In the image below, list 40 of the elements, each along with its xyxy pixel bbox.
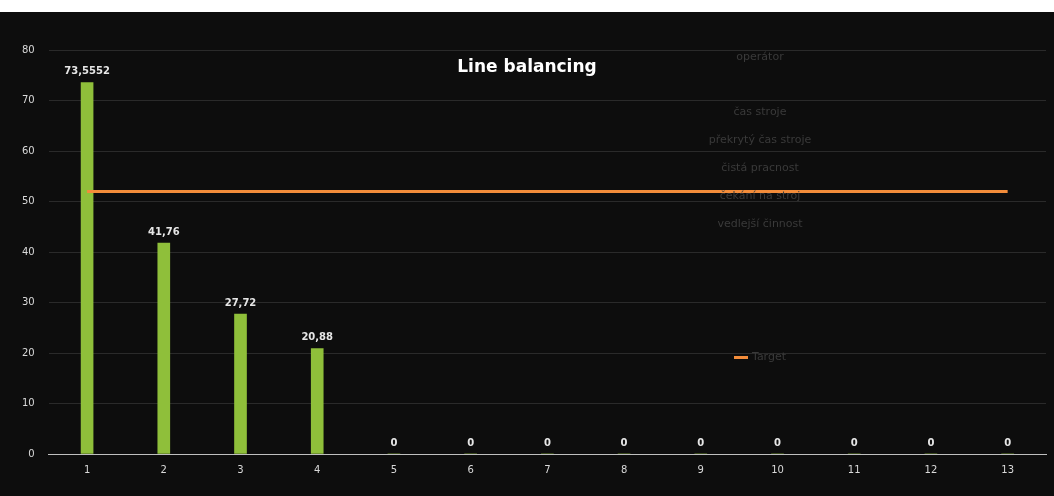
x-tick-label: 9 (697, 463, 704, 475)
data-label: 0 (850, 436, 858, 448)
data-label: 0 (620, 436, 628, 448)
x-tick-label: 10 (771, 463, 784, 475)
data-label: 0 (390, 436, 398, 448)
y-tick-label: 20 (21, 346, 35, 358)
y-tick-label: 60 (21, 144, 35, 156)
data-label: 73,5552 (64, 65, 110, 77)
data-label: 0 (1004, 436, 1012, 448)
x-tick-label: 3 (237, 463, 244, 475)
y-tick-label: 0 (28, 447, 35, 459)
data-label: 20,88 (301, 331, 334, 343)
y-tick-label: 50 (21, 195, 35, 207)
x-tick-label: 4 (314, 463, 321, 475)
x-tick-label: 6 (467, 463, 474, 475)
data-label: 0 (774, 436, 782, 448)
x-tick-label: 7 (544, 463, 551, 475)
y-tick-label: 80 (21, 43, 35, 55)
x-tick-label: 12 (924, 463, 938, 475)
data-label: 0 (697, 436, 705, 448)
bar (234, 313, 247, 454)
bar (310, 348, 324, 454)
y-tick-label: 70 (21, 94, 35, 106)
x-tick-label: 2 (160, 463, 167, 475)
x-tick-label: 5 (390, 463, 398, 475)
y-tick-label: 30 (21, 296, 35, 308)
x-tick-label: 11 (847, 463, 861, 475)
x-tick-label: 13 (1001, 463, 1015, 475)
bar (157, 242, 171, 454)
data-label: 41,76 (147, 225, 180, 237)
x-tick-label: 8 (620, 463, 628, 475)
chart-title: Line balancing (457, 56, 597, 77)
y-tick-label: 10 (21, 397, 35, 409)
y-tick-label: 40 (21, 245, 35, 257)
bar (80, 82, 94, 454)
data-label: 0 (927, 436, 935, 448)
data-label: 0 (467, 436, 475, 448)
x-tick-label: 1 (83, 463, 91, 475)
data-label: 0 (543, 436, 551, 448)
data-label: 27,72 (224, 296, 257, 308)
